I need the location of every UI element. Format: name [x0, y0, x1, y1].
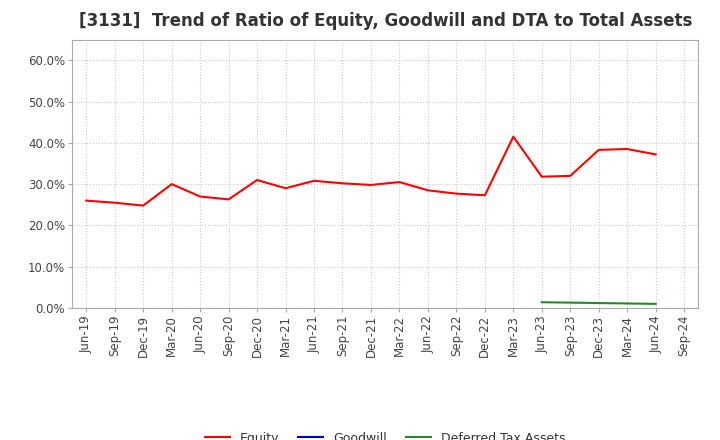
Equity	[110, 200, 119, 205]
Deferred Tax Assets	[652, 301, 660, 307]
Deferred Tax Assets	[566, 300, 575, 305]
Equity	[366, 182, 375, 187]
Equity	[196, 194, 204, 199]
Title: [3131]  Trend of Ratio of Equity, Goodwill and DTA to Total Assets: [3131] Trend of Ratio of Equity, Goodwil…	[78, 12, 692, 30]
Equity	[595, 147, 603, 153]
Equity	[253, 177, 261, 183]
Legend: Equity, Goodwill, Deferred Tax Assets: Equity, Goodwill, Deferred Tax Assets	[200, 427, 570, 440]
Equity	[480, 193, 489, 198]
Deferred Tax Assets	[623, 301, 631, 306]
Equity	[225, 197, 233, 202]
Equity	[509, 134, 518, 139]
Equity	[338, 181, 347, 186]
Equity	[452, 191, 461, 196]
Equity	[282, 186, 290, 191]
Line: Equity: Equity	[86, 137, 656, 205]
Equity	[310, 178, 318, 183]
Equity	[537, 174, 546, 180]
Equity	[652, 152, 660, 157]
Equity	[623, 147, 631, 152]
Equity	[566, 173, 575, 179]
Deferred Tax Assets	[595, 301, 603, 306]
Equity	[82, 198, 91, 203]
Line: Deferred Tax Assets: Deferred Tax Assets	[541, 302, 656, 304]
Deferred Tax Assets	[537, 300, 546, 305]
Equity	[395, 180, 404, 185]
Equity	[423, 188, 432, 193]
Equity	[167, 181, 176, 187]
Equity	[139, 203, 148, 208]
